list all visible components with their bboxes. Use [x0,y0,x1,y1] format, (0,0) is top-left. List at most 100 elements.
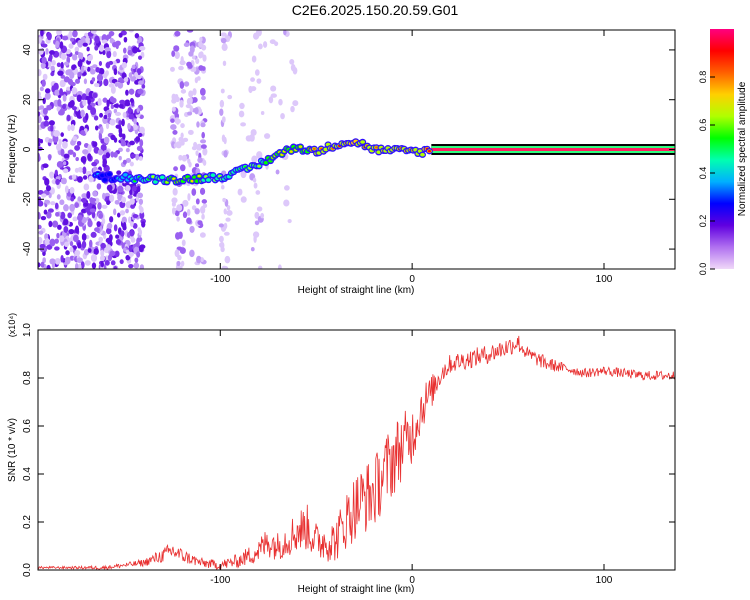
noise-speckle [127,107,132,115]
noise-speckle [74,167,80,173]
noise-speckle [200,122,206,128]
noise-speckle [41,56,47,64]
noise-speckle [70,123,75,131]
noise-speckle [132,185,137,192]
trace-blob [205,178,211,182]
noise-speckle [108,83,115,88]
noise-speckle [179,247,186,254]
noise-speckle [121,118,125,127]
noise-speckle [104,260,110,266]
noise-speckle [70,100,75,107]
noise-speckle [105,227,112,235]
noise-speckle [122,111,127,118]
noise-speckle [91,77,96,82]
noise-speckle [115,43,119,50]
colorbar-ticks: 0.0 0.2 0.4 0.6 0.8 [698,71,715,275]
noise-speckle [89,197,94,203]
noise-speckle [253,182,258,189]
noise-speckle [113,208,117,216]
noise-speckle [284,185,290,191]
noise-speckle [87,153,92,161]
noise-speckle [93,248,99,255]
noise-speckle [71,174,77,180]
noise-speckle [68,31,73,39]
noise-speckle [258,265,263,269]
noise-speckle [60,177,67,185]
noise-speckle [86,190,91,199]
noise-speckle [221,43,228,51]
noise-speckle [118,120,122,126]
noise-speckle [220,37,227,44]
noise-speckle [44,92,51,100]
noise-speckle [270,85,277,92]
noise-speckle [176,216,180,222]
noise-speckle [179,81,185,89]
noise-speckle [171,197,178,204]
noise-speckle [141,221,146,228]
noise-speckle [122,133,126,140]
noise-speckle [113,108,118,114]
noise-speckle [75,156,79,162]
noise-speckle [60,53,67,60]
noise-speckle [139,139,144,147]
noise-speckle [117,81,124,89]
noise-speckle [46,264,51,269]
noise-speckle [198,40,203,48]
noise-speckle [109,118,116,126]
noise-speckle [38,95,42,102]
noise-speckle [100,144,107,152]
noise-speckle [62,103,66,110]
noise-speckle [74,51,79,56]
noise-speckle [106,34,112,40]
noise-speckle [274,41,279,47]
trace-core [312,147,316,150]
noise-speckle [92,92,98,98]
noise-speckle [119,99,126,105]
noise-speckle [117,185,124,193]
noise-speckle [127,194,133,199]
noise-speckle [81,233,87,241]
noise-speckle [187,111,193,116]
noise-speckle [38,230,44,235]
noise-speckle [89,208,97,213]
noise-speckle [38,106,42,111]
noise-speckle [94,35,100,44]
noise-speckle [49,171,55,179]
noise-speckle [187,63,193,69]
trace-core [374,146,379,149]
noise-speckle [118,132,123,138]
noise-speckle [69,203,76,212]
noise-speckle [40,62,46,69]
noise-speckle [224,255,231,264]
y-tick-label: 0.2 [22,515,33,529]
noise-speckle [81,208,86,214]
noise-speckle [100,260,104,268]
noise-speckle [130,204,136,209]
noise-speckle [72,234,79,243]
noise-speckle [91,161,98,167]
noise-speckle [70,196,75,202]
noise-speckle [218,223,224,228]
steady-band-core [431,148,675,151]
noise-speckle [278,98,283,106]
noise-speckle [136,239,140,248]
noise-speckle [63,204,69,212]
noise-speckle [67,149,74,155]
noise-speckle [116,170,122,175]
noise-speckle [227,94,233,100]
noise-speckle [182,211,188,219]
noise-speckle [72,136,78,142]
noise-speckle [38,91,41,97]
noise-speckle [101,39,108,44]
noise-speckle [50,71,55,77]
noise-speckle [103,114,108,120]
noise-speckle [102,50,106,56]
noise-speckle [121,216,127,224]
noise-speckle [106,200,111,206]
noise-speckle [180,89,187,94]
noise-speckle [280,112,285,120]
noise-speckle [193,141,198,148]
noise-speckle [68,43,74,49]
noise-speckle [113,224,118,232]
noise-speckle [63,218,69,226]
